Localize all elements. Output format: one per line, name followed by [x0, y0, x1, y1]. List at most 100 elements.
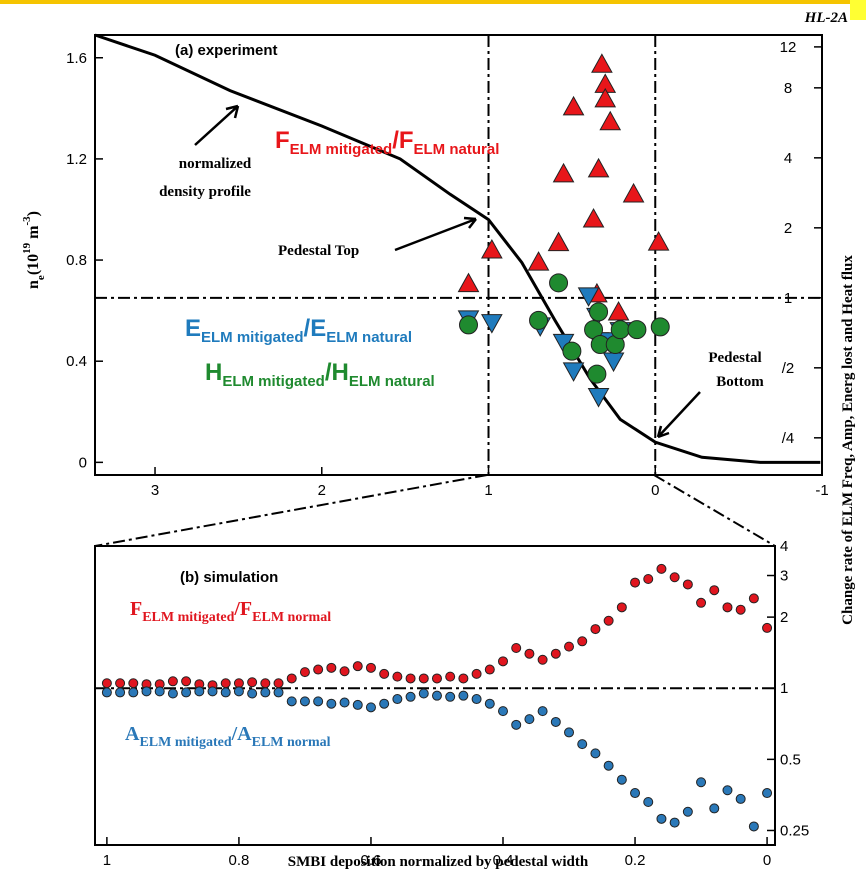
annotation: normalized — [179, 156, 252, 172]
circle-marker — [220, 678, 231, 689]
arrow — [194, 104, 240, 146]
triangle-marker — [582, 208, 605, 228]
y-axis-label: ne(1019 m-3) — [21, 211, 47, 289]
circle-marker — [498, 656, 508, 667]
series-label-part: ELM normal — [252, 735, 331, 750]
circle-marker — [392, 694, 403, 705]
circle-marker — [392, 671, 403, 682]
circle-marker — [154, 686, 165, 697]
circle-marker — [379, 698, 390, 709]
y2-tick-label: /2 — [782, 360, 795, 377]
circle-marker — [458, 690, 469, 701]
circle-marker — [299, 696, 310, 707]
y-axis-label-part: (10 — [25, 254, 42, 275]
circle-marker — [313, 696, 324, 707]
circle-marker — [524, 714, 535, 725]
x-tick-label: -1 — [815, 482, 828, 499]
circle-marker — [101, 687, 112, 698]
circle-marker — [365, 702, 376, 713]
y-tick-label: 0.25 — [780, 822, 809, 839]
circle-marker — [115, 678, 126, 689]
series-label-part: E — [185, 315, 201, 342]
circle-marker — [550, 716, 561, 727]
circle-marker — [529, 310, 549, 330]
series-label-part: A — [125, 723, 140, 745]
triangle-marker — [599, 110, 622, 131]
y-tick-label: 0.5 — [780, 751, 801, 768]
circle-marker — [564, 641, 575, 652]
circle-marker — [682, 806, 693, 817]
circle-marker — [590, 748, 601, 759]
circle-marker — [260, 678, 271, 689]
series-label-part: /A — [231, 723, 253, 745]
series-label-part: /F — [233, 598, 252, 620]
circle-marker — [247, 677, 258, 688]
triangle-marker — [547, 231, 570, 252]
series-label: FELM mitigated/FELM normal — [130, 598, 331, 625]
circle-marker — [484, 664, 495, 675]
y2-tick-label: /4 — [782, 430, 795, 447]
x-tick-label: 0.6 — [361, 852, 382, 869]
x-tick-label: 0 — [651, 482, 659, 499]
circle-marker — [682, 579, 693, 590]
y-tick-label: 4 — [780, 538, 788, 555]
circle-marker — [167, 688, 178, 699]
circle-marker — [498, 706, 508, 717]
y2-axis-label: Change rate of ELM Freq, Amp, Energ lost… — [840, 255, 856, 625]
y2-tick-label: 12 — [780, 39, 797, 56]
x-tick-label: 3 — [151, 482, 159, 499]
circle-marker — [630, 577, 641, 588]
y-axis-label-part: -3 — [21, 216, 33, 226]
circle-marker — [577, 636, 588, 647]
circle-marker — [405, 673, 416, 684]
x-tick-label: 0.4 — [493, 852, 514, 869]
circle-marker — [630, 788, 641, 799]
triangle-marker — [480, 314, 503, 334]
triangle-marker — [457, 272, 480, 293]
corner-box — [850, 0, 866, 20]
circle-marker — [128, 678, 139, 689]
series-label-part: /H — [325, 359, 349, 386]
y-tick-label: 1.2 — [66, 151, 87, 168]
circle-marker — [616, 774, 627, 785]
tag: HL-2A — [804, 10, 848, 26]
triangle-marker — [562, 95, 585, 116]
circle-marker — [564, 727, 575, 738]
panel-label: (b) simulation — [180, 569, 278, 586]
series-label: AELM mitigated/AELM normal — [125, 723, 331, 750]
series-label: EELM mitigated/EELM natural — [185, 315, 412, 346]
circle-marker — [431, 690, 442, 701]
circle-marker — [762, 788, 773, 799]
triangle-marker — [647, 231, 670, 251]
triangle-marker — [607, 301, 630, 321]
circle-marker — [431, 673, 442, 684]
circle-marker — [339, 697, 350, 708]
x-tick-label: 2 — [318, 482, 326, 499]
circle-marker — [115, 687, 126, 698]
x-axis-label: SMBI deposition normalized by pedestal w… — [288, 854, 589, 870]
circle-marker — [610, 320, 630, 340]
circle-marker — [696, 597, 707, 608]
circle-marker — [656, 813, 667, 824]
circle-marker — [616, 602, 627, 613]
circle-marker — [181, 687, 192, 698]
triangle-marker — [622, 182, 645, 203]
y-tick-label: 2 — [780, 609, 788, 626]
circle-marker — [247, 688, 258, 699]
y2-tick-label: 8 — [784, 80, 792, 97]
circle-marker — [101, 678, 112, 689]
series-label-part: ELM mitigated — [222, 373, 325, 390]
series-label-part: ELM natural — [349, 373, 435, 390]
y-tick-label: 0.4 — [66, 353, 87, 370]
circle-marker — [627, 320, 647, 340]
circle-marker — [587, 364, 607, 384]
circle-marker — [709, 803, 720, 814]
circle-marker — [537, 706, 548, 717]
top-bar — [0, 0, 866, 4]
circle-marker — [141, 686, 152, 697]
circle-marker — [735, 604, 746, 615]
circle-marker — [286, 673, 297, 684]
y-tick-label: 1.6 — [66, 50, 87, 67]
circle-marker — [418, 688, 429, 699]
